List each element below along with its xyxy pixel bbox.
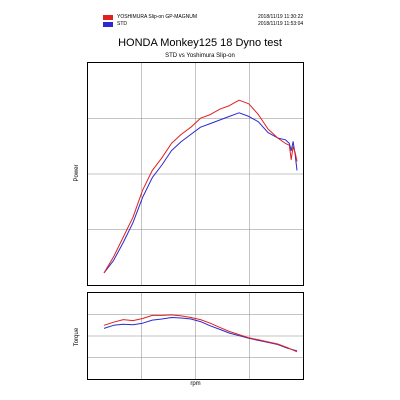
legend-item-yoshimura: YOSHIMURA Slip-on GP-MAGNUM bbox=[103, 13, 197, 22]
legend-swatch-yoshimura bbox=[103, 15, 113, 20]
torque-series-line-yoshimura bbox=[103, 314, 298, 353]
chart-subtitle: STD vs Yoshimura Slip-on bbox=[165, 53, 235, 59]
legend-item-std: STD bbox=[103, 20, 127, 29]
chart-title: HONDA Monkey125 18 Dyno test bbox=[118, 37, 282, 49]
legend-time-std: 2018/11/19 11:53:04 bbox=[258, 21, 304, 27]
torque-series-line-std bbox=[103, 317, 298, 352]
legend-time-yoshimura: 2018/11/19 11:30:22 bbox=[258, 14, 304, 20]
torque-axis-label: Torque bbox=[74, 327, 80, 347]
legend-label-std: STD bbox=[117, 21, 127, 27]
legend-label-yoshimura: YOSHIMURA Slip-on GP-MAGNUM bbox=[117, 14, 198, 20]
power-series-line-std bbox=[103, 112, 298, 274]
power-axis-label: Power bbox=[74, 164, 80, 182]
torque-chart-panel bbox=[87, 292, 304, 380]
power-series-line-yoshimura bbox=[103, 99, 298, 274]
torque-chart-svg bbox=[88, 293, 303, 379]
legend-swatch-std bbox=[103, 22, 113, 27]
x-axis-label: rpm bbox=[190, 381, 201, 387]
power-chart-panel bbox=[87, 62, 304, 286]
power-chart-svg bbox=[88, 63, 303, 285]
